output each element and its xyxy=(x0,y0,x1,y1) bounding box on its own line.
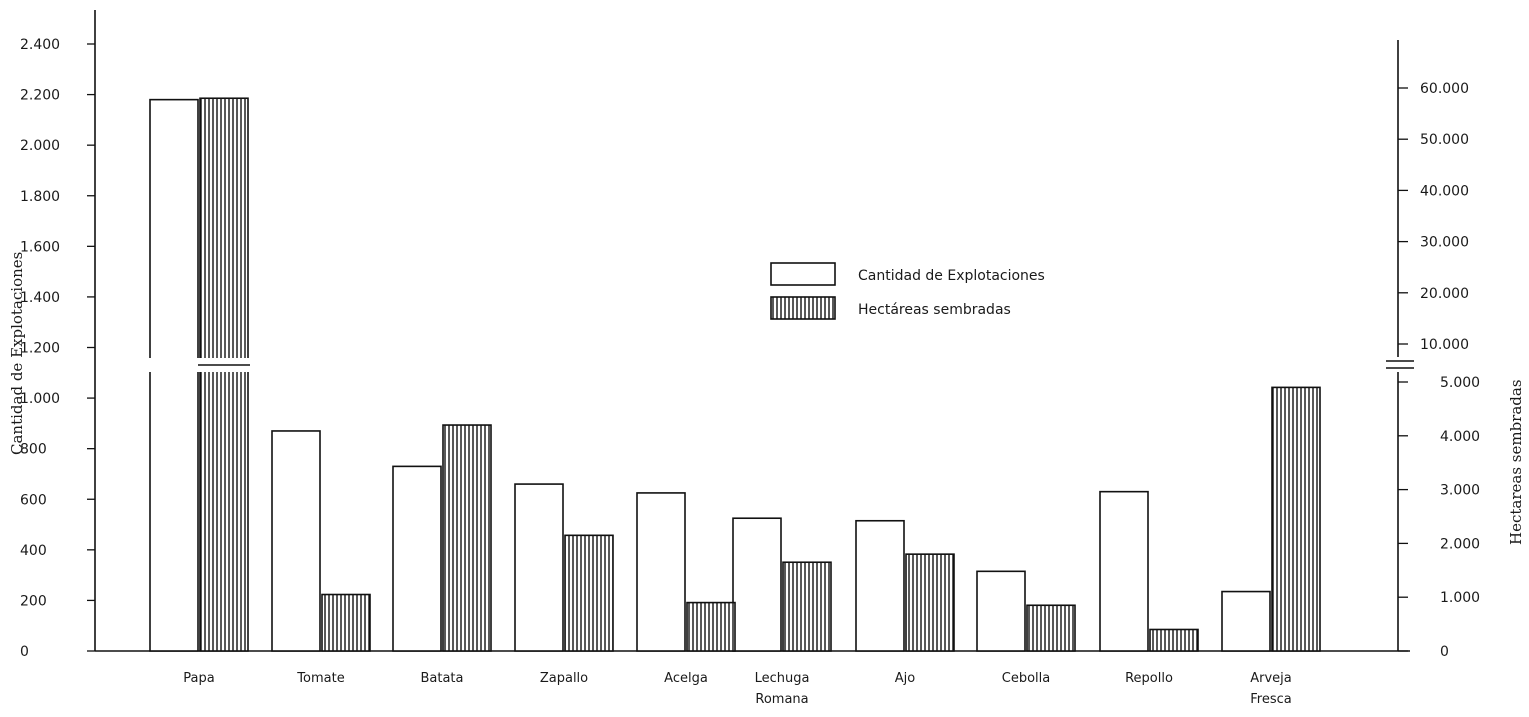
right-tick-label: 2.000 xyxy=(1440,536,1480,552)
category-labels: Papa Tomate Batata Zapallo Acelga Lechuga Roma… xyxy=(183,671,1291,707)
category-label: Ajo xyxy=(895,671,916,686)
left-tick-label: 600 xyxy=(20,492,47,508)
category-label: Romana xyxy=(755,692,808,707)
right-tick-label: 0 xyxy=(1440,644,1449,660)
bar-explotaciones xyxy=(149,98,199,652)
bar-hectareas xyxy=(321,593,371,652)
category-label: Arveja xyxy=(1250,671,1292,686)
bar-hectareas xyxy=(1026,604,1076,652)
chart-bars xyxy=(148,97,1321,652)
left-tick-label: 2.000 xyxy=(20,138,60,154)
right-tick-label: 4.000 xyxy=(1440,429,1480,445)
legend-swatch-hectareas xyxy=(770,296,836,320)
left-tick-label: 800 xyxy=(20,442,47,458)
bar-hectareas xyxy=(1149,628,1199,652)
left-tick-label: 200 xyxy=(20,593,47,609)
right-tick-label: 60.000 xyxy=(1420,81,1469,97)
bar-explotaciones xyxy=(1221,590,1271,652)
right-axis-title: Hectareas sembradas xyxy=(1507,379,1525,545)
category-label: Batata xyxy=(420,671,463,686)
right-tick-label: 30.000 xyxy=(1420,235,1469,251)
right-tick-label: 3.000 xyxy=(1440,483,1480,499)
right-tick-label: 40.000 xyxy=(1420,183,1469,199)
bar-hectareas xyxy=(442,424,492,652)
category-label: Papa xyxy=(183,671,214,686)
left-tick-label: 1.200 xyxy=(20,341,60,357)
right-tick-label: 20.000 xyxy=(1420,286,1469,302)
right-tick-label: 10.000 xyxy=(1420,337,1469,353)
bar-explotaciones xyxy=(976,570,1026,652)
left-tick-label: 2.200 xyxy=(20,88,60,104)
left-tick-label: 2.400 xyxy=(20,37,60,53)
bar-hectareas xyxy=(782,561,832,652)
left-tick-label: 1.600 xyxy=(20,239,60,255)
bar-explotaciones xyxy=(732,517,782,652)
category-label: Lechuga xyxy=(755,671,810,686)
bar-explotaciones xyxy=(636,492,686,652)
bar-explotaciones xyxy=(392,465,442,652)
left-tick-label: 1.400 xyxy=(20,290,60,306)
bar-hectareas xyxy=(564,534,614,652)
legend-label-hectareas: Hectáreas sembradas xyxy=(858,302,1011,318)
bar-explotaciones xyxy=(514,483,564,652)
legend-label-explotaciones: Cantidad de Explotaciones xyxy=(858,268,1045,284)
bar-explotaciones xyxy=(1099,490,1149,652)
chart-legend: Cantidad de Explotaciones Hectáreas sembr… xyxy=(770,262,1045,320)
bar-explotaciones xyxy=(271,430,321,652)
bar-hectareas xyxy=(905,553,955,652)
category-label: Tomate xyxy=(296,671,344,686)
category-label: Cebolla xyxy=(1002,671,1050,686)
bar-hectareas xyxy=(1271,386,1321,652)
left-tick-label: 1.000 xyxy=(20,391,60,407)
bar-hectareas xyxy=(686,601,736,652)
bar-explotaciones xyxy=(855,519,905,652)
right-tick-label: 50.000 xyxy=(1420,132,1469,148)
category-label: Acelga xyxy=(664,671,708,686)
left-tick-label: 400 xyxy=(20,543,47,559)
left-tick-label: 0 xyxy=(20,644,29,660)
right-tick-label: 5.000 xyxy=(1440,375,1480,391)
chart-axes: 0 200 400 600 800 1.000 1.200 1.400 1.600 1.800 2.… xyxy=(8,10,1525,660)
legend-swatch-explotaciones xyxy=(770,262,836,286)
bar-hectareas xyxy=(199,97,249,652)
right-tick-label: 1.000 xyxy=(1440,590,1480,606)
category-label: Zapallo xyxy=(540,671,588,686)
category-label: Fresca xyxy=(1250,692,1291,707)
category-label: Repollo xyxy=(1125,671,1173,686)
left-axis-title: Cantidad de Explotaciones xyxy=(8,252,26,455)
left-tick-label: 1.800 xyxy=(20,189,60,205)
